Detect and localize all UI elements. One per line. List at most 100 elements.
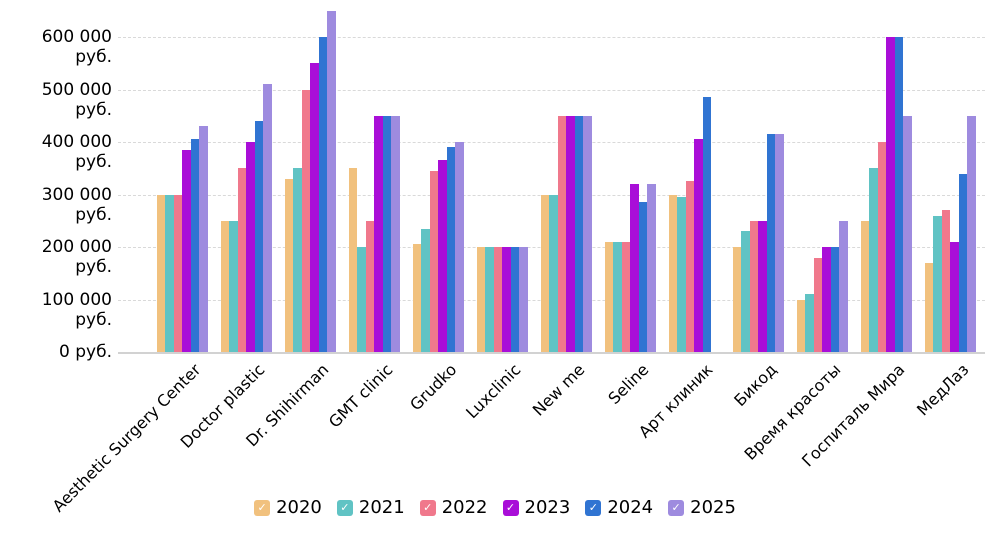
bar-2023-Grudko <box>438 160 447 352</box>
bar-2021-GMT clinic <box>357 247 366 352</box>
legend-label: 2022 <box>441 497 488 518</box>
bar-2020-Госпиталь Мира <box>860 220 869 352</box>
bar-2021-Госпиталь Мира <box>869 168 878 352</box>
bar-2023-Госпиталь Мира <box>886 37 895 352</box>
checkbox-checked-icon[interactable]: ✓ <box>419 499 436 516</box>
bar-2020-Aesthetic Surgery Center <box>156 194 165 352</box>
checkbox-checked-icon[interactable]: ✓ <box>336 499 353 516</box>
bar-2023-Время красоты <box>822 247 831 352</box>
legend-label: 2020 <box>276 497 322 518</box>
bar-2024-Grudko <box>446 147 455 352</box>
bar-2024-Время красоты <box>830 247 839 352</box>
bar-2025-Seline <box>647 184 656 352</box>
checkbox-checked-icon[interactable]: ✓ <box>502 499 519 516</box>
y-axis-tick-label: 400 000 руб. <box>41 132 112 172</box>
bar-2024-New me <box>574 115 583 352</box>
bar-2021-Время красоты <box>805 294 814 352</box>
bar-2023-New me <box>566 115 575 352</box>
bar-2025-Бикод <box>775 134 784 352</box>
bar-2024-Doctor plastic <box>254 121 263 352</box>
bar-2021-МедЛаз <box>933 215 942 352</box>
x-axis-category-label: Luxclinic <box>462 360 525 423</box>
legend: ✓ 2020 ✓ 2021 ✓ 2022 ✓ 2023 ✓ 2024 ✓ 2025 <box>0 497 990 518</box>
bar-2021-Dr. Shihirman <box>293 168 302 352</box>
bar-2024-Арт клиник <box>702 97 711 352</box>
bar-2025-Grudko <box>455 142 464 352</box>
bar-2021-Grudko <box>421 228 430 352</box>
bar-2023-Seline <box>630 184 639 352</box>
bar-2022-GMT clinic <box>365 220 374 352</box>
legend-label: 2021 <box>358 497 405 518</box>
bar-2020-Doctor plastic <box>220 220 229 352</box>
bar-2024-Seline <box>638 202 647 352</box>
bar-2020-Seline <box>604 241 613 352</box>
bar-2022-Госпиталь Мира <box>877 142 886 352</box>
checkbox-checked-icon[interactable]: ✓ <box>668 499 685 516</box>
bar-2022-Grudko <box>429 170 438 352</box>
bar-2021-Doctor plastic <box>229 220 238 352</box>
bar-2022-МедЛаз <box>941 210 950 352</box>
legend-label: 2024 <box>607 497 654 518</box>
bar-2022-Aesthetic Surgery Center <box>173 194 182 352</box>
legend-item-2021[interactable]: ✓ 2021 <box>336 497 405 518</box>
legend-item-2020[interactable]: ✓ 2020 <box>254 497 322 518</box>
bar-2020-GMT clinic <box>348 168 357 352</box>
bar-2020-Dr. Shihirman <box>284 178 293 352</box>
bar-2024-Госпиталь Мира <box>894 37 903 352</box>
bar-2024-МедЛаз <box>958 173 967 352</box>
checkbox-checked-icon[interactable]: ✓ <box>254 499 271 516</box>
bar-2025-Dr. Shihirman <box>327 10 336 352</box>
bar-2020-Время красоты <box>796 299 805 352</box>
bar-2022-Seline <box>621 241 630 352</box>
bar-2022-Dr. Shihirman <box>301 89 310 352</box>
x-axis-category-label: Grudko <box>406 360 461 415</box>
legend-item-2022[interactable]: ✓ 2022 <box>419 497 488 518</box>
x-axis-category-label: New me <box>528 360 589 420</box>
bar-2022-Время красоты <box>813 257 822 352</box>
legend-item-2024[interactable]: ✓ 2024 <box>585 497 653 518</box>
bar-2025-Время красоты <box>839 220 848 352</box>
bar-2022-Luxclinic <box>493 247 502 352</box>
x-axis-category-label: МедЛаз <box>912 360 973 420</box>
gridline <box>118 37 985 38</box>
legend-item-2023[interactable]: ✓ 2023 <box>502 497 571 518</box>
legend-item-2025[interactable]: ✓ 2025 <box>668 497 736 518</box>
bar-2021-Арт клиник <box>677 197 686 352</box>
x-axis-line <box>118 352 985 354</box>
bar-2025-GMT clinic <box>391 115 400 352</box>
bar-2020-New me <box>540 194 549 352</box>
bar-2022-Арт клиник <box>685 181 694 352</box>
y-axis-tick-label: 300 000 руб. <box>41 184 112 225</box>
bar-2025-Doctor plastic <box>263 84 272 352</box>
bar-2021-New me <box>549 194 558 352</box>
x-axis-category-label: Бикод <box>730 360 781 411</box>
bar-2021-Aesthetic Surgery Center <box>165 194 174 352</box>
bar-2023-Doctor plastic <box>246 142 255 352</box>
bar-2025-New me <box>583 115 592 352</box>
legend-label: 2025 <box>690 497 736 518</box>
bar-2025-Aesthetic Surgery Center <box>199 126 208 352</box>
bar-2024-Aesthetic Surgery Center <box>190 139 199 352</box>
bar-2020-МедЛаз <box>924 262 933 352</box>
bar-2020-Luxclinic <box>476 247 485 352</box>
bar-2022-Doctor plastic <box>237 168 246 352</box>
legend-label: 2023 <box>524 497 571 518</box>
bar-2023-Арт клиник <box>694 139 703 352</box>
y-axis-tick-label: 600 000 руб. <box>41 27 112 67</box>
bar-2024-Luxclinic <box>510 247 519 352</box>
bar-2025-Госпиталь Мира <box>903 115 912 352</box>
bar-2023-Dr. Shihirman <box>310 63 319 352</box>
bar-2020-Бикод <box>732 247 741 352</box>
bar-2023-Aesthetic Surgery Center <box>182 149 191 352</box>
bar-2025-МедЛаз <box>967 115 976 352</box>
bar-2023-Бикод <box>758 220 767 352</box>
y-axis-tick-label: 200 000 руб. <box>41 237 112 277</box>
bar-2022-Бикод <box>749 220 758 352</box>
checkbox-checked-icon[interactable]: ✓ <box>585 499 602 516</box>
gridline <box>118 89 985 91</box>
x-axis-category-label: Seline <box>604 360 653 408</box>
gridline <box>118 142 985 143</box>
bar-2020-Арт клиник <box>668 194 677 352</box>
bar-2024-Dr. Shihirman <box>318 37 327 352</box>
